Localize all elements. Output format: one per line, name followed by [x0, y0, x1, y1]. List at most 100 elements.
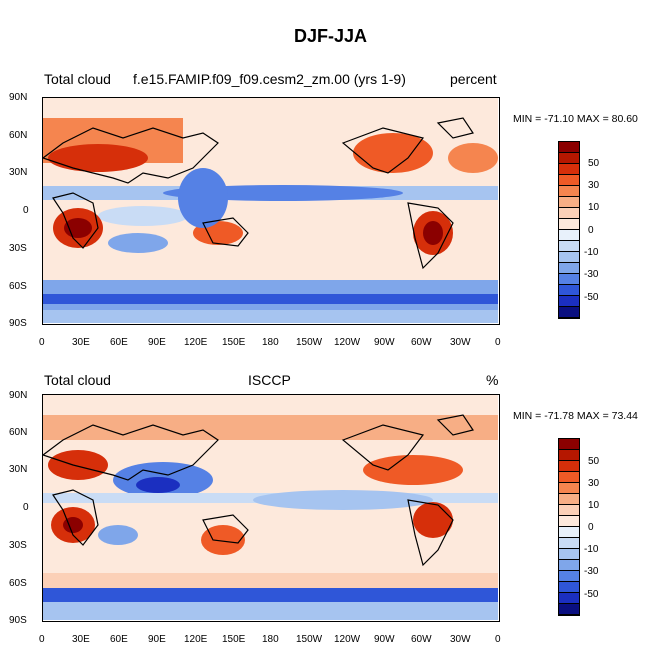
colorbar-label: 0: [588, 225, 594, 236]
panel-right-label: %: [486, 372, 499, 388]
colorbar-swatch: [559, 175, 579, 186]
cloud-anomaly-field: [43, 98, 498, 323]
colorbar-swatch: [559, 571, 579, 582]
colorbar-swatch: [559, 197, 579, 208]
lon-tick: 90W: [374, 337, 395, 348]
colorbar-swatch: [559, 560, 579, 571]
colorbar-swatch: [559, 241, 579, 252]
lon-tick: 180: [262, 634, 279, 645]
colorbar-swatch: [559, 186, 579, 197]
lon-tick: 30E: [72, 337, 90, 348]
colorbar-swatch: [559, 263, 579, 274]
lon-tick: 60W: [411, 634, 432, 645]
colorbar-swatch: [559, 252, 579, 263]
lon-tick: 150W: [296, 337, 323, 348]
colorbar-swatch: [559, 439, 579, 450]
lon-tick: 0: [39, 634, 45, 645]
colorbar-swatch: [559, 230, 579, 241]
lat-tick: 30N: [9, 464, 28, 475]
lat-tick: 90N: [9, 390, 28, 401]
lon-tick: 120E: [184, 337, 208, 348]
colorbar-label: 30: [588, 180, 600, 191]
lon-tick: 90E: [148, 634, 166, 645]
lon-tick: 180: [262, 337, 279, 348]
colorbar-swatch: [559, 208, 579, 219]
colorbar-swatch: [559, 604, 579, 615]
colorbar-label: -50: [584, 292, 599, 303]
lon-tick: 30W: [450, 337, 471, 348]
lon-tick: 30E: [72, 634, 90, 645]
lat-tick: 90S: [9, 615, 27, 626]
colorbar-label: -30: [584, 269, 599, 280]
colorbar-label: 0: [588, 522, 594, 533]
lon-tick: 60W: [411, 337, 432, 348]
lat-tick: 30S: [9, 243, 27, 254]
lon-tick: 120E: [184, 634, 208, 645]
colorbar-label: -50: [584, 589, 599, 600]
lon-tick: 0: [39, 337, 45, 348]
world-map: [42, 394, 500, 622]
colorbar-swatch: [559, 582, 579, 593]
min-max-label: MIN = -71.10 MAX = 80.60: [513, 113, 638, 125]
lon-tick: 150E: [222, 634, 246, 645]
panel-center-label: f.e15.FAMIP.f09_f09.cesm2_zm.00 (yrs 1-9…: [133, 71, 406, 87]
colorbar-swatch: [559, 494, 579, 505]
min-max-label: MIN = -71.78 MAX = 73.44: [513, 410, 638, 422]
lon-tick: 30W: [450, 634, 471, 645]
cloud-anomaly-field: [43, 395, 498, 620]
colorbar-swatch: [559, 549, 579, 560]
colorbar-swatch: [559, 516, 579, 527]
panel-center-label: ISCCP: [248, 372, 291, 388]
lon-tick: 60E: [110, 337, 128, 348]
lon-tick: 0: [495, 634, 501, 645]
colorbar-swatch: [559, 593, 579, 604]
colorbar-swatch: [559, 296, 579, 307]
colorbar-label: -10: [584, 544, 599, 555]
colorbar-label: 50: [588, 456, 600, 467]
world-map: [42, 97, 500, 325]
lat-tick: 30S: [9, 540, 27, 551]
lon-tick: 120W: [334, 634, 361, 645]
colorbar-swatch: [559, 461, 579, 472]
lat-tick: 60S: [9, 281, 27, 292]
lon-tick: 150E: [222, 337, 246, 348]
lat-tick: 60S: [9, 578, 27, 589]
colorbar-swatch: [559, 505, 579, 516]
colorbar-swatch: [559, 153, 579, 164]
colorbar-label: 30: [588, 478, 600, 489]
colorbar-label: 10: [588, 202, 600, 213]
colorbar-swatch: [559, 274, 579, 285]
lon-tick: 150W: [296, 634, 323, 645]
colorbar-swatch: [559, 527, 579, 538]
panel-left-label: Total cloud: [44, 372, 111, 388]
lon-tick: 90W: [374, 634, 395, 645]
lat-tick: 60N: [9, 427, 28, 438]
colorbar-swatch: [559, 219, 579, 230]
colorbar-swatch: [559, 450, 579, 461]
lat-tick: 60N: [9, 130, 28, 141]
colorbar: [558, 141, 580, 319]
lon-tick: 60E: [110, 634, 128, 645]
colorbar-swatch: [559, 164, 579, 175]
lat-tick: 0: [23, 205, 29, 216]
colorbar-swatch: [559, 472, 579, 483]
colorbar-label: 50: [588, 158, 600, 169]
lon-tick: 120W: [334, 337, 361, 348]
lon-tick: 0: [495, 337, 501, 348]
lat-tick: 0: [23, 502, 29, 513]
panel-right-label: percent: [450, 71, 497, 87]
map-panel-model: Total cloud f.e15.FAMIP.f09_f09.cesm2_zm…: [9, 71, 638, 348]
colorbar-label: -10: [584, 247, 599, 258]
colorbar-swatch: [559, 307, 579, 318]
colorbar-swatch: [559, 538, 579, 549]
colorbar-swatch: [559, 142, 579, 153]
lat-tick: 90S: [9, 318, 27, 329]
colorbar-label: -30: [584, 566, 599, 577]
lat-tick: 90N: [9, 92, 28, 103]
lon-tick: 90E: [148, 337, 166, 348]
colorbar-label: 10: [588, 500, 600, 511]
panel-left-label: Total cloud: [44, 71, 111, 87]
colorbar: [558, 438, 580, 616]
colorbar-swatch: [559, 483, 579, 494]
